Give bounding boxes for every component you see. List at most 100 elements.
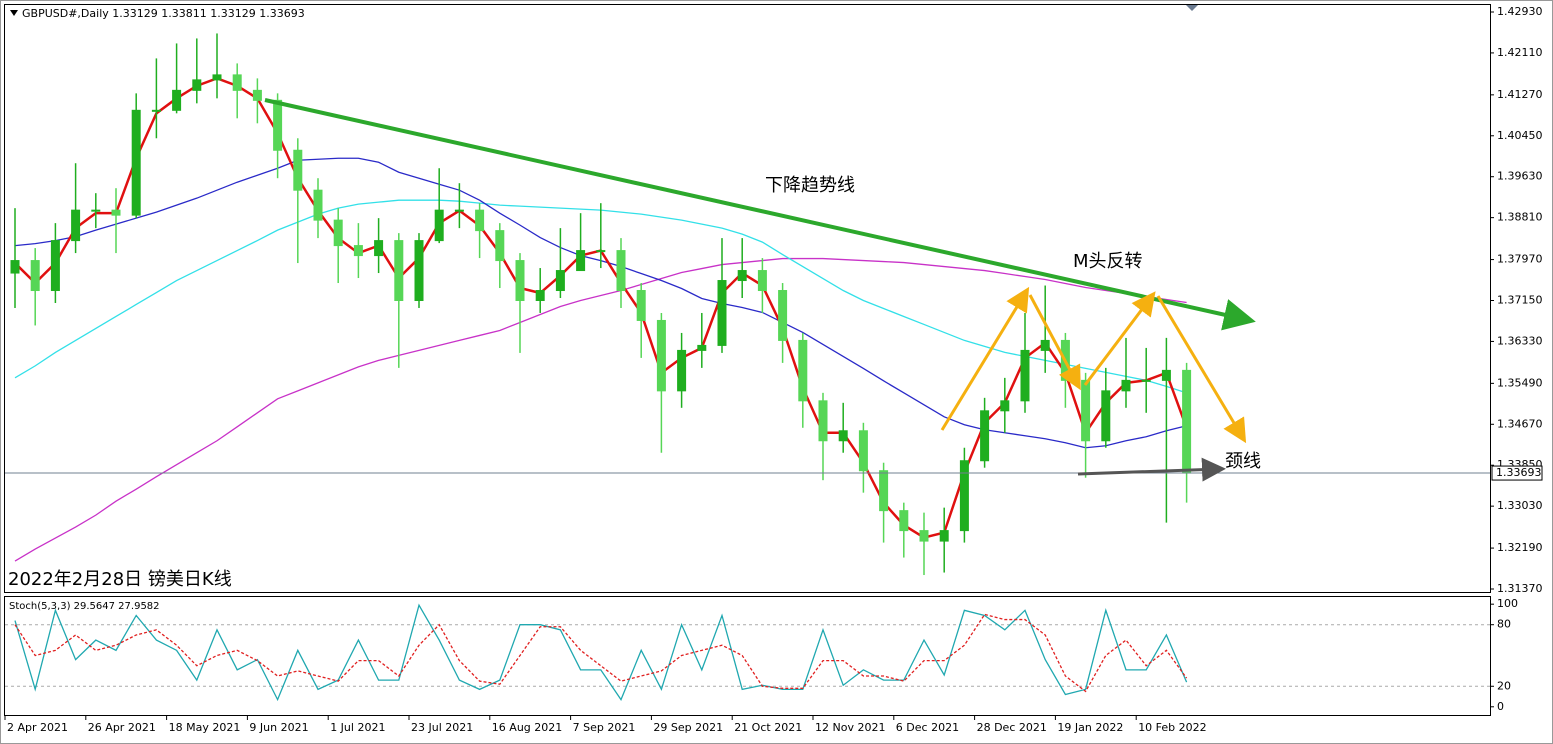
x-tick-label: 10 Feb 2022: [1138, 721, 1206, 734]
candle-body: [980, 410, 990, 462]
candle-body: [71, 209, 81, 242]
stoch-line: [14, 603, 1188, 702]
y-tick-label: 1.35490: [1497, 376, 1543, 389]
candle-body: [535, 290, 545, 301]
candle-body: [656, 319, 666, 392]
main-panel: [4, 4, 1491, 593]
candle-body: [10, 260, 20, 274]
y-tick-label: 1.33030: [1497, 499, 1543, 512]
candle-body: [30, 260, 40, 292]
candle-body: [1121, 379, 1131, 392]
y-tick-label: 1.36330: [1497, 334, 1543, 347]
candle-body: [737, 270, 747, 282]
candle-body: [394, 240, 404, 301]
x-tick-label: 12 Nov 2021: [815, 721, 885, 734]
candle-body: [414, 240, 424, 301]
candle-body: [879, 470, 889, 512]
candle-body: [1081, 379, 1091, 442]
x-tick-label: 28 Dec 2021: [977, 721, 1047, 734]
stoch-panel: [4, 596, 1491, 716]
candle-body: [697, 344, 707, 351]
candle-body: [212, 74, 222, 81]
y-tick-label: 1.37150: [1497, 293, 1543, 306]
candle-body: [111, 209, 121, 216]
candle-body: [576, 250, 586, 272]
candle-body: [1182, 369, 1192, 474]
candle-body: [596, 250, 606, 253]
y-tick-label: 1.38810: [1497, 211, 1543, 224]
candle-body: [131, 109, 141, 216]
x-tick-label: 19 Jan 2022: [1057, 721, 1123, 734]
y-tick-label: 1.37970: [1497, 253, 1543, 266]
candle-body: [677, 349, 687, 392]
y-tick-label: 100: [1497, 597, 1518, 610]
x-tick-label: 2 Apr 2021: [7, 721, 68, 734]
stoch-title: Stoch(5,3,3) 29.5647 27.9582: [9, 601, 160, 612]
x-tick-label: 7 Sep 2021: [573, 721, 636, 734]
candle-body: [555, 270, 565, 292]
y-tick-label: 1.41270: [1497, 88, 1543, 101]
candle-body: [273, 99, 283, 151]
candle-body: [353, 245, 363, 257]
candle-body: [172, 89, 182, 111]
x-tick-label: 21 Oct 2021: [734, 721, 802, 734]
candle-body: [293, 149, 303, 191]
last-price-label: 1.33693: [1496, 466, 1542, 479]
y-tick-label: 1.31370: [1497, 582, 1543, 595]
y-tick-label: 0: [1497, 700, 1504, 713]
candle-body: [939, 530, 949, 542]
y-tick-label: 1.32190: [1497, 541, 1543, 554]
annotation: 2022年2月28日 镑美日K线: [8, 569, 232, 590]
candle-body: [1020, 349, 1030, 402]
candle-body: [192, 79, 202, 91]
candle-body: [313, 189, 323, 221]
last-price-box: [1491, 465, 1543, 481]
annotation: 颈线: [1225, 451, 1261, 472]
annotation: M头反转: [1073, 251, 1143, 272]
candle-body: [717, 280, 727, 346]
candle-body: [374, 240, 384, 257]
candle-body: [475, 209, 485, 232]
x-tick-label: 18 May 2021: [169, 721, 241, 734]
candle-body: [798, 339, 808, 402]
candle-body: [818, 400, 828, 442]
menu-triangle: [10, 10, 18, 16]
plot-layer: 1.42930 1.42110 1.41270 1.40450 1.39630 1.388…: [4, 5, 1543, 734]
candle-body: [333, 219, 343, 247]
trend-line: [264, 98, 1256, 331]
y-tick-label: 1.42930: [1497, 5, 1543, 18]
moving-average: [14, 257, 1187, 562]
candle-body: [1040, 339, 1050, 351]
y-tick-label: 1.40450: [1497, 129, 1543, 142]
candle-body: [454, 209, 464, 212]
y-tick-label: 1.42110: [1497, 46, 1543, 59]
candle-body: [434, 209, 444, 242]
x-tick-label: 1 Jul 2021: [330, 721, 385, 734]
x-tick-label: 26 Apr 2021: [88, 721, 156, 734]
candle-body: [636, 290, 646, 321]
candle-body: [50, 240, 60, 292]
y-tick-label: 80: [1497, 618, 1511, 631]
candle-body: [91, 209, 101, 212]
x-tick-label: 29 Sep 2021: [653, 721, 723, 734]
x-tick-label: 6 Dec 2021: [896, 721, 959, 734]
candle-body: [252, 89, 262, 101]
candle-body: [1000, 400, 1010, 412]
y-tick-label: 1.39630: [1497, 170, 1543, 183]
candle-body: [838, 430, 848, 442]
y-tick-label: 1.34670: [1497, 417, 1543, 430]
chart-title: GBPUSD#,Daily 1.33129 1.33811 1.33129 1.…: [22, 7, 305, 20]
candle-body: [495, 230, 505, 262]
candle-body: [151, 109, 161, 112]
candle-body: [778, 290, 788, 341]
x-tick-label: 16 Aug 2021: [492, 721, 562, 734]
x-tick-label: 23 Jul 2021: [411, 721, 473, 734]
candle-body: [1161, 369, 1171, 381]
candle-body: [757, 270, 767, 292]
candle-body: [1101, 390, 1111, 442]
candle-body: [919, 530, 929, 542]
shift-marker: [1186, 5, 1198, 11]
candle-body: [232, 74, 242, 91]
candle-body: [858, 430, 868, 472]
